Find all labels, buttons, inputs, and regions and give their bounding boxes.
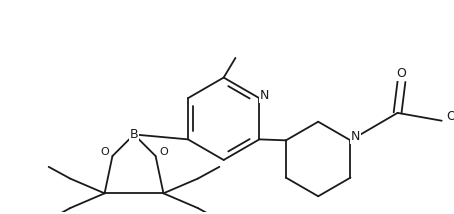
Text: B: B xyxy=(130,128,138,141)
Text: O: O xyxy=(100,147,109,157)
Text: O: O xyxy=(396,67,406,80)
Text: N: N xyxy=(350,130,360,143)
Text: O: O xyxy=(447,110,454,123)
Text: O: O xyxy=(159,147,168,157)
Text: N: N xyxy=(260,89,269,102)
